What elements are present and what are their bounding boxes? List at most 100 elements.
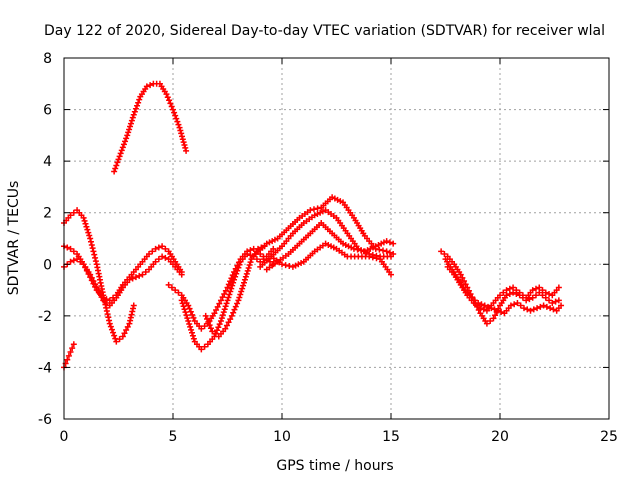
data-point	[190, 335, 197, 342]
data-point	[188, 326, 195, 333]
data-point	[558, 302, 565, 309]
data-point	[260, 256, 267, 263]
data-point	[240, 282, 247, 289]
data-point	[175, 121, 182, 128]
data-point	[74, 256, 81, 263]
data-point	[237, 291, 244, 298]
data-point	[119, 144, 126, 151]
series-arc-2	[61, 207, 137, 345]
data-point	[500, 289, 507, 296]
data-point	[81, 217, 88, 224]
data-point	[134, 102, 141, 109]
data-point	[110, 329, 117, 336]
data-point	[165, 281, 172, 288]
data-point	[172, 287, 179, 294]
data-point	[111, 332, 118, 339]
data-point	[244, 267, 251, 274]
data-point	[380, 247, 387, 254]
data-point	[239, 285, 246, 292]
y-tick-label: 0	[43, 257, 52, 273]
data-point	[536, 284, 543, 291]
data-point	[184, 315, 191, 322]
data-point	[178, 133, 185, 140]
x-tick-label: 5	[169, 429, 178, 445]
data-point	[497, 292, 503, 299]
data-point	[64, 356, 71, 363]
data-point	[67, 258, 74, 265]
data-point	[198, 325, 205, 332]
data-point	[307, 207, 314, 214]
data-point	[218, 315, 225, 322]
y-tick-label: -2	[38, 309, 52, 325]
data-point	[176, 124, 183, 131]
data-point	[131, 108, 138, 115]
data-point	[180, 139, 187, 146]
data-point	[115, 156, 122, 163]
data-point	[526, 296, 533, 303]
data-point	[520, 305, 527, 312]
data-point	[222, 303, 229, 310]
data-point	[386, 239, 393, 246]
data-point	[354, 246, 361, 253]
series-arc-12	[268, 240, 394, 278]
data-point	[201, 343, 208, 350]
data-point	[143, 83, 150, 90]
data-point	[159, 243, 166, 250]
data-point	[222, 325, 229, 332]
data-point	[126, 276, 133, 283]
data-point	[116, 153, 123, 160]
data-point	[128, 117, 135, 124]
data-point	[534, 305, 541, 312]
data-point	[506, 290, 513, 297]
series-arc-1	[61, 341, 77, 371]
data-point	[106, 320, 113, 327]
data-point	[114, 159, 121, 166]
data-point	[510, 289, 517, 296]
data-point	[83, 223, 90, 230]
data-point	[350, 245, 357, 252]
data-point	[230, 279, 237, 286]
data-point	[91, 251, 98, 258]
data-point	[474, 302, 481, 309]
data-point	[310, 206, 317, 213]
data-point	[369, 254, 376, 261]
data-point	[92, 281, 99, 288]
data-point	[215, 324, 222, 331]
data-point	[487, 318, 494, 325]
data-point	[116, 336, 123, 343]
data-point	[152, 245, 159, 252]
data-point	[214, 327, 221, 334]
data-point	[529, 287, 536, 294]
data-point	[267, 258, 274, 265]
data-point	[390, 240, 397, 247]
data-point	[147, 82, 154, 89]
y-tick-label: 6	[43, 103, 52, 119]
data-point	[221, 306, 228, 313]
data-point	[108, 326, 115, 333]
data-point	[212, 330, 219, 337]
data-point	[494, 307, 501, 314]
data-point	[532, 285, 539, 292]
data-point	[217, 318, 224, 325]
data-point	[225, 281, 232, 288]
data-point	[201, 323, 208, 330]
y-tick-label: 8	[43, 51, 52, 67]
data-point	[65, 352, 72, 359]
data-point	[537, 303, 544, 310]
axis-ticks: 0 5 10 15 20 25 -6 -4 -2 0 2 4 6 8	[38, 51, 618, 445]
data-point	[227, 316, 234, 323]
data-point	[231, 276, 238, 283]
y-axis-label: SDTVAR / TECUs	[6, 181, 22, 296]
x-tick-label: 15	[382, 429, 400, 445]
data-point	[89, 245, 96, 252]
data-point	[228, 312, 235, 319]
data-point	[247, 247, 254, 254]
data-point	[171, 109, 178, 116]
data-point	[503, 292, 510, 299]
data-point	[216, 300, 223, 307]
data-point	[481, 302, 488, 309]
data-point	[224, 284, 231, 291]
data-point	[182, 309, 189, 316]
data-point	[117, 150, 124, 157]
data-point	[511, 301, 518, 308]
